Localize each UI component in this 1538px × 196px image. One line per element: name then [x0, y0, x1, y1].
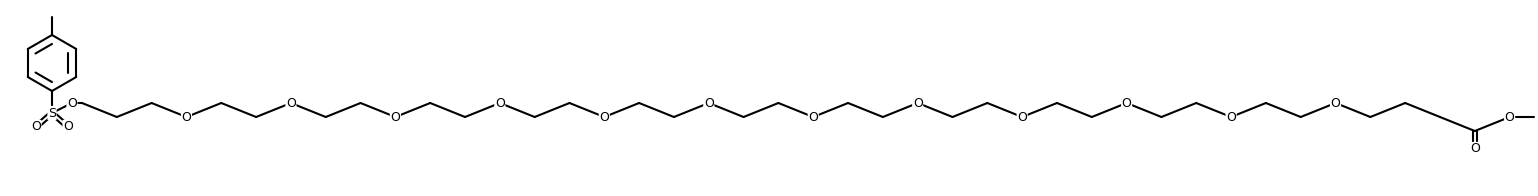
Text: O: O [1470, 142, 1480, 155]
Text: O: O [1330, 96, 1341, 110]
Text: O: O [1017, 111, 1027, 123]
Text: O: O [912, 96, 923, 110]
Text: O: O [1121, 96, 1132, 110]
Text: O: O [704, 96, 714, 110]
Text: O: O [600, 111, 609, 123]
Text: O: O [809, 111, 818, 123]
Text: O: O [1226, 111, 1237, 123]
Text: O: O [63, 121, 72, 133]
Text: O: O [391, 111, 400, 123]
Text: O: O [181, 111, 191, 123]
Text: O: O [68, 96, 77, 110]
Text: O: O [495, 96, 504, 110]
Text: O: O [286, 96, 295, 110]
Text: O: O [31, 121, 42, 133]
Text: S: S [48, 106, 55, 120]
Text: O: O [1504, 111, 1515, 123]
